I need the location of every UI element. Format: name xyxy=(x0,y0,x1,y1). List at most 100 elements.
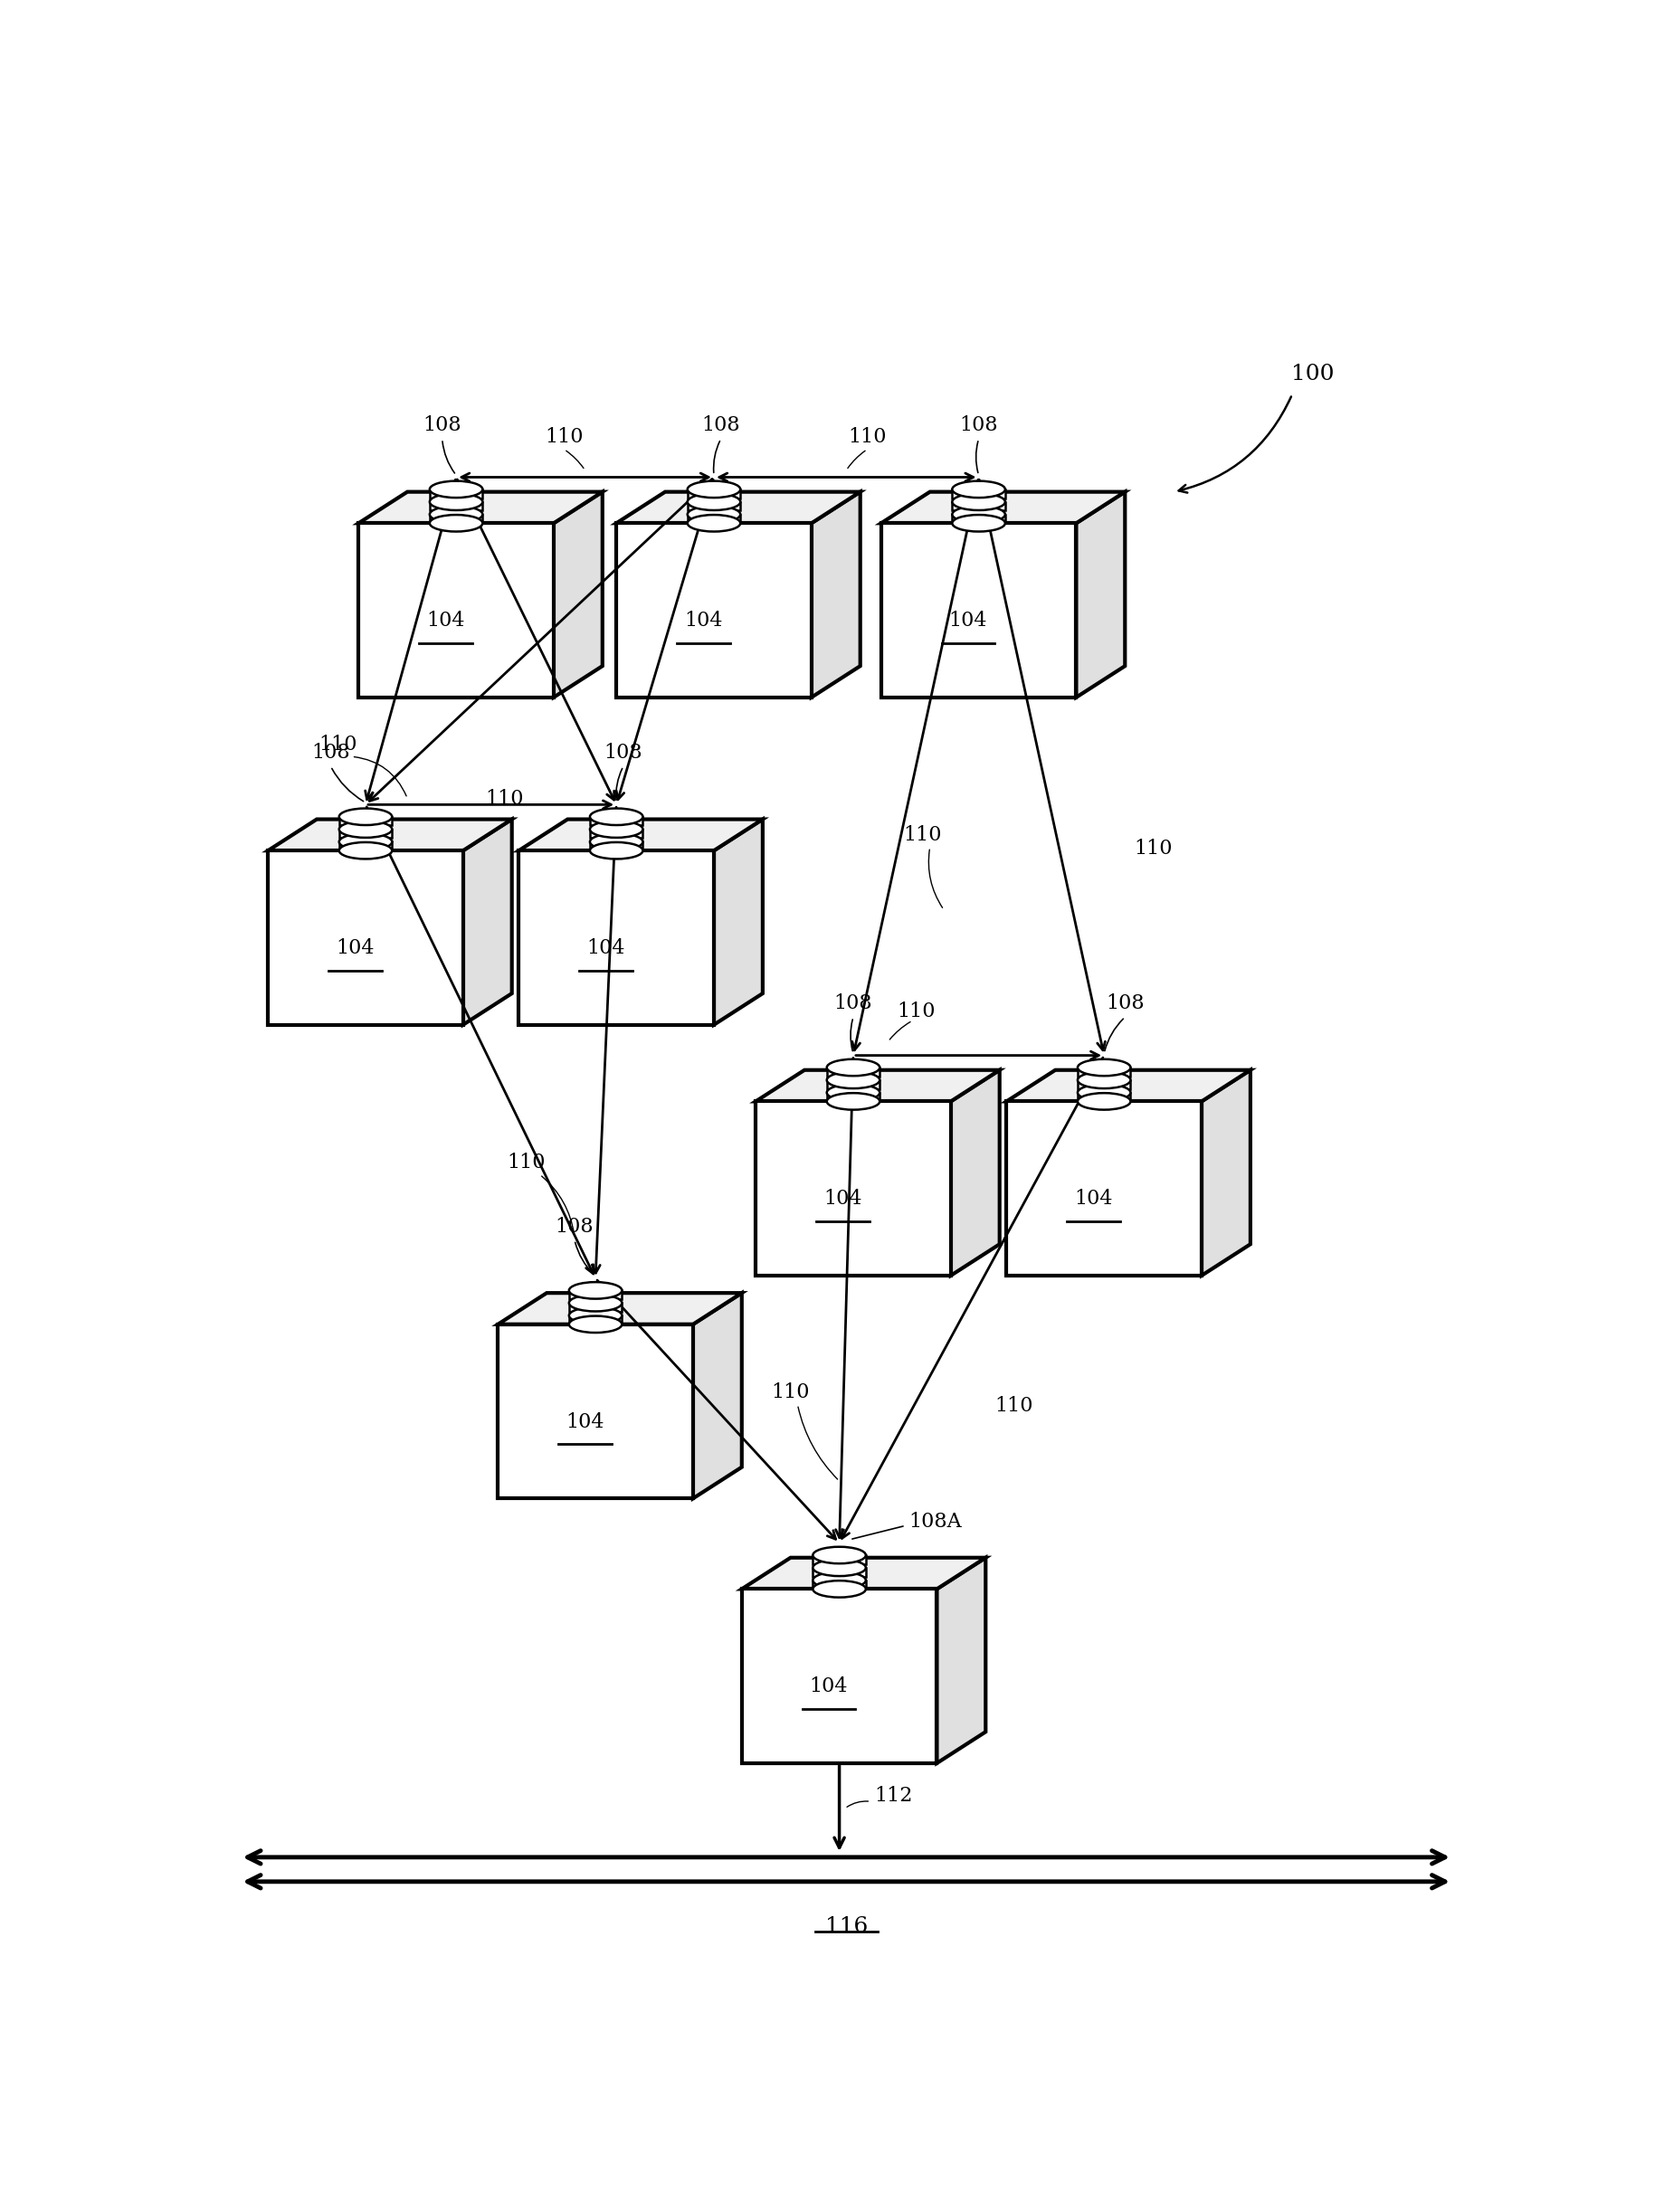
Ellipse shape xyxy=(812,1573,865,1588)
Ellipse shape xyxy=(827,1060,879,1075)
Polygon shape xyxy=(554,491,602,697)
Polygon shape xyxy=(589,830,642,838)
Ellipse shape xyxy=(1077,1071,1130,1088)
Polygon shape xyxy=(616,524,810,697)
Ellipse shape xyxy=(339,821,391,838)
Polygon shape xyxy=(268,852,463,1024)
Text: 104: 104 xyxy=(586,938,624,958)
Ellipse shape xyxy=(1077,1084,1130,1102)
Polygon shape xyxy=(812,1579,865,1588)
Ellipse shape xyxy=(687,507,740,522)
Polygon shape xyxy=(1201,1071,1250,1276)
Polygon shape xyxy=(429,515,483,524)
Ellipse shape xyxy=(569,1294,622,1312)
Polygon shape xyxy=(880,491,1125,524)
Polygon shape xyxy=(937,1557,985,1763)
Ellipse shape xyxy=(569,1316,622,1332)
Text: 108: 108 xyxy=(1105,993,1143,1013)
Polygon shape xyxy=(714,818,762,1024)
Ellipse shape xyxy=(952,480,1005,498)
Polygon shape xyxy=(687,515,740,524)
Polygon shape xyxy=(569,1316,622,1325)
Polygon shape xyxy=(687,489,740,498)
Polygon shape xyxy=(569,1303,622,1312)
Ellipse shape xyxy=(1077,1093,1130,1110)
Text: 108: 108 xyxy=(701,416,740,436)
Polygon shape xyxy=(755,1102,950,1276)
Ellipse shape xyxy=(827,1071,879,1088)
Polygon shape xyxy=(616,491,860,524)
Polygon shape xyxy=(950,1071,998,1276)
Text: 108: 108 xyxy=(556,1217,594,1237)
Polygon shape xyxy=(519,818,762,852)
Text: 110: 110 xyxy=(486,790,524,810)
Polygon shape xyxy=(810,491,860,697)
Polygon shape xyxy=(498,1325,692,1498)
Polygon shape xyxy=(742,1557,985,1588)
Text: 104: 104 xyxy=(566,1411,604,1431)
Polygon shape xyxy=(952,515,1005,524)
Polygon shape xyxy=(812,1568,865,1577)
Text: 104: 104 xyxy=(948,611,987,630)
Text: 104: 104 xyxy=(1073,1190,1112,1210)
Polygon shape xyxy=(498,1294,742,1325)
Text: 108: 108 xyxy=(958,416,997,436)
Polygon shape xyxy=(827,1093,879,1102)
Polygon shape xyxy=(339,843,391,852)
Text: 104: 104 xyxy=(824,1190,862,1210)
Polygon shape xyxy=(742,1588,937,1763)
Polygon shape xyxy=(952,489,1005,498)
Ellipse shape xyxy=(687,515,740,531)
Text: 110: 110 xyxy=(1133,838,1171,858)
Ellipse shape xyxy=(429,507,483,522)
Polygon shape xyxy=(519,852,714,1024)
Text: 108: 108 xyxy=(423,416,461,436)
Polygon shape xyxy=(268,818,511,852)
Ellipse shape xyxy=(429,515,483,531)
Text: 108: 108 xyxy=(834,993,872,1013)
Ellipse shape xyxy=(589,843,642,858)
Ellipse shape xyxy=(827,1084,879,1102)
Text: 104: 104 xyxy=(336,938,374,958)
Ellipse shape xyxy=(569,1283,622,1298)
Text: 110: 110 xyxy=(770,1382,809,1402)
Polygon shape xyxy=(358,491,602,524)
Polygon shape xyxy=(1077,1079,1130,1088)
Ellipse shape xyxy=(429,493,483,511)
Ellipse shape xyxy=(952,493,1005,511)
Ellipse shape xyxy=(952,515,1005,531)
Polygon shape xyxy=(755,1071,998,1102)
Text: 104: 104 xyxy=(809,1677,847,1697)
Text: 112: 112 xyxy=(874,1785,912,1805)
Ellipse shape xyxy=(589,821,642,838)
Polygon shape xyxy=(339,816,391,825)
Polygon shape xyxy=(1007,1071,1250,1102)
Polygon shape xyxy=(692,1294,742,1498)
Ellipse shape xyxy=(827,1093,879,1110)
Polygon shape xyxy=(429,502,483,511)
Text: 110: 110 xyxy=(897,1002,935,1022)
Ellipse shape xyxy=(812,1546,865,1564)
Polygon shape xyxy=(827,1068,879,1077)
Text: 116: 116 xyxy=(824,1916,867,1938)
Polygon shape xyxy=(952,502,1005,511)
Text: 110: 110 xyxy=(847,427,885,447)
Ellipse shape xyxy=(952,507,1005,522)
Ellipse shape xyxy=(339,834,391,849)
Text: 108: 108 xyxy=(311,743,349,763)
Text: 110: 110 xyxy=(318,734,356,754)
Polygon shape xyxy=(1007,1102,1201,1276)
Polygon shape xyxy=(463,818,511,1024)
Ellipse shape xyxy=(339,843,391,858)
Ellipse shape xyxy=(687,493,740,511)
Polygon shape xyxy=(880,524,1075,697)
Ellipse shape xyxy=(339,807,391,825)
Text: 108: 108 xyxy=(604,743,642,763)
Ellipse shape xyxy=(589,807,642,825)
Polygon shape xyxy=(1077,1093,1130,1102)
Polygon shape xyxy=(358,524,554,697)
Text: 110: 110 xyxy=(506,1152,544,1172)
Ellipse shape xyxy=(589,834,642,849)
Polygon shape xyxy=(827,1079,879,1088)
Text: 110: 110 xyxy=(993,1396,1032,1416)
